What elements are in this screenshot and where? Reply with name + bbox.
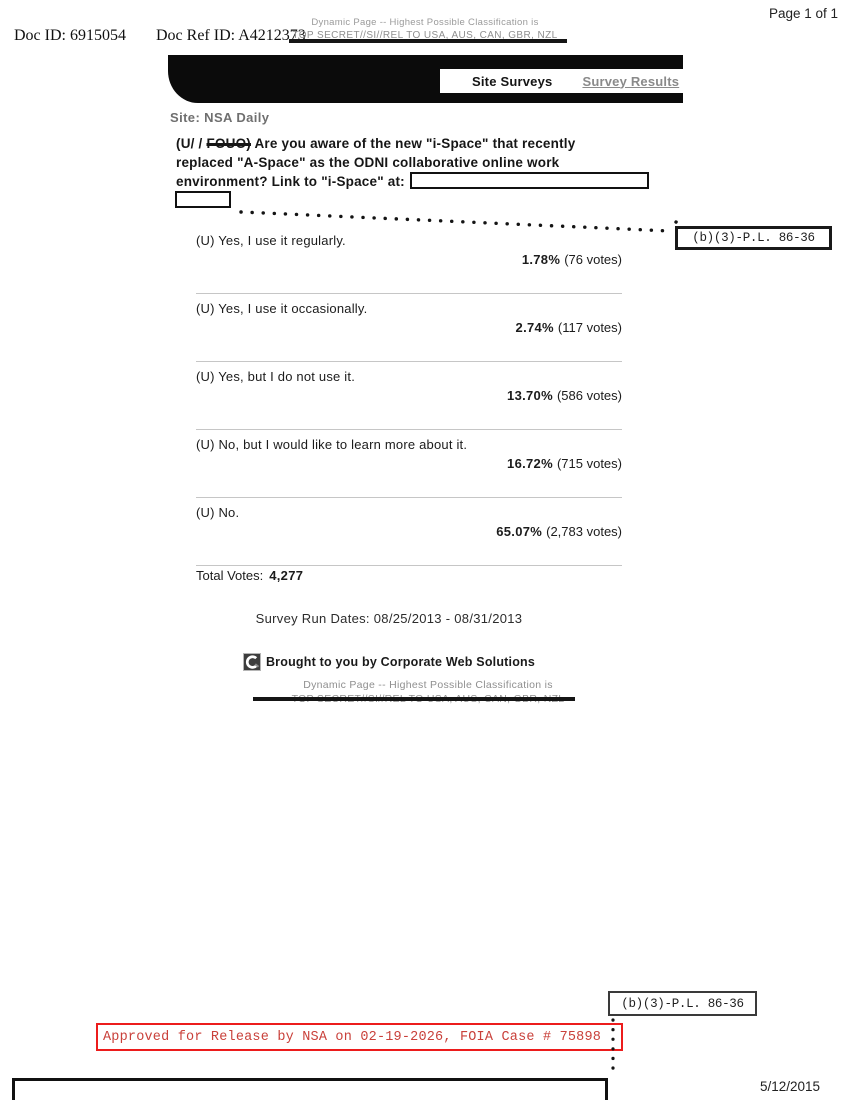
result-option: (U) Yes, but I do not use it.	[196, 369, 356, 384]
result-option: (U) Yes, I use it regularly.	[196, 233, 346, 248]
question-line1-text: Are you aware of the new "i-Space" that …	[251, 136, 576, 151]
doc-ref-id: Doc Ref ID: A4212373	[155, 27, 306, 44]
result-votes: (2,783 votes)	[546, 524, 622, 539]
survey-run-dates: Survey Run Dates: 08/25/2013 - 08/31/201…	[255, 611, 523, 626]
redaction-box-small	[175, 191, 231, 208]
tab-bar: Site Surveys Survey Results	[440, 69, 683, 93]
result-option: (U) Yes, I use it occasionally.	[196, 301, 368, 316]
page-indicator: Page 1 of 1	[768, 6, 838, 21]
bottom-page-frame	[12, 1078, 608, 1100]
doc-id-header: Doc ID: 6915054 Doc Ref ID: A4212373	[14, 27, 336, 45]
total-votes-value: 4,277	[269, 568, 304, 583]
result-votes: (76 votes)	[564, 252, 622, 267]
result-votes: (117 votes)	[557, 320, 622, 335]
exemption-label-top: (b)(3)-P.L. 86-36	[675, 226, 832, 250]
redaction-box-link	[409, 172, 649, 189]
result-value: 1.78% (76 votes)	[196, 252, 622, 268]
redacted-logo-block	[168, 55, 441, 103]
foia-release-stamp: Approved for Release by NSA on 02-19-202…	[96, 1023, 623, 1051]
exemption-label-bottom: (b)(3)-P.L. 86-36	[608, 991, 757, 1016]
classification-strikethrough-top	[289, 39, 567, 43]
tab-survey-results[interactable]: Survey Results	[582, 73, 680, 89]
classification-line2: TOP SECRET//SI//REL TO USA, AUS, CAN, GB…	[292, 30, 558, 41]
question-line1: (U/ / FOUO) Are you aware of the new "i-S…	[176, 134, 706, 153]
result-votes: (586 votes)	[556, 388, 622, 403]
result-percent: 65.07%	[496, 524, 543, 539]
tab-site-surveys[interactable]: Site Surveys	[472, 73, 553, 89]
print-date: 5/12/2015	[760, 1079, 821, 1094]
doc-id: Doc ID: 6915054	[14, 27, 126, 44]
survey-result-row: (U) Yes, I use it regularly. 1.78% (76 vo…	[196, 226, 622, 294]
survey-result-row: (U) No, but I would like to learn more a…	[196, 430, 622, 498]
result-option: (U) No.	[196, 505, 240, 520]
survey-results-list: (U) Yes, I use it regularly. 1.78% (76 vo…	[196, 226, 622, 566]
question-line2: replaced "A-Space" as the ODNI collabora…	[176, 155, 560, 170]
result-votes: (715 votes)	[556, 456, 622, 471]
branding-text: Brought to you by Corporate Web Solution…	[265, 655, 536, 669]
result-percent: 13.70%	[507, 388, 553, 403]
result-percent: 1.78%	[521, 252, 561, 267]
survey-result-row: (U) Yes, but I do not use it. 13.70% (586…	[196, 362, 622, 430]
result-percent: 2.74%	[515, 320, 554, 335]
tab-bar-top-stripe	[440, 55, 683, 69]
branding-row: Brought to you by Corporate Web Solution…	[176, 653, 602, 671]
result-percent: 16.72%	[507, 456, 553, 471]
survey-result-row: (U) Yes, I use it occasionally. 2.74% (11…	[196, 294, 622, 362]
total-votes: Total Votes: 4,277	[196, 568, 303, 583]
result-value: 65.07% (2,783 votes)	[196, 524, 622, 540]
survey-result-row: (U) No. 65.07% (2,783 votes)	[196, 498, 622, 566]
question-fouo-struck: FOUO)	[206, 136, 251, 151]
survey-question: (U/ / FOUO) Are you aware of the new "i-S…	[176, 134, 706, 191]
question-line3: environment? Link to "i-Space" at:	[176, 172, 706, 191]
question-line3-text: environment? Link to "i-Space" at:	[176, 174, 405, 189]
classification-banner-top: Dynamic Page -- Highest Possible Classif…	[280, 17, 570, 41]
total-votes-label: Total Votes:	[196, 568, 264, 583]
cws-logo-icon	[242, 653, 261, 671]
site-label: Site: NSA Daily	[170, 110, 270, 125]
result-option: (U) No, but I would like to learn more a…	[196, 437, 468, 452]
classification-strikethrough-bottom	[253, 697, 575, 701]
classification-banner-bottom: Dynamic Page -- Highest Possible Classif…	[256, 679, 600, 705]
result-value: 13.70% (586 votes)	[196, 388, 622, 404]
result-value: 16.72% (715 votes)	[196, 456, 622, 472]
result-value: 2.74% (117 votes)	[196, 320, 622, 336]
question-classification-prefix: (U/ /	[176, 136, 203, 151]
classification-line1: Dynamic Page -- Highest Possible Classif…	[311, 17, 539, 28]
tab-bar-bottom-stripe	[440, 93, 683, 103]
classification-line1: Dynamic Page -- Highest Possible Classif…	[303, 679, 553, 691]
